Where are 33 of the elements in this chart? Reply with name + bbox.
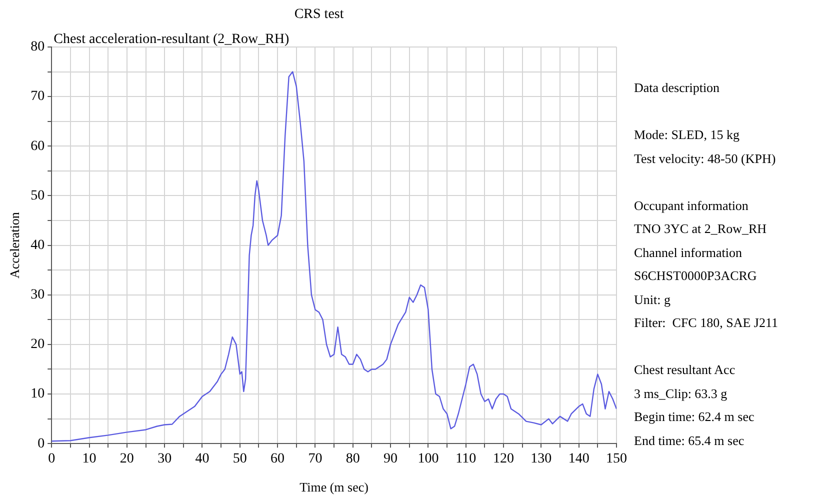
x-tick-label: 70 [308, 452, 322, 467]
x-tick-label: 100 [418, 452, 439, 467]
y-axis-title: Acceleration [7, 212, 22, 279]
x-tick-label: 60 [270, 452, 285, 467]
chart-subtitle: Chest acceleration-resultant (2_Row_RH) [54, 32, 290, 47]
x-axis-title: Time (m sec) [300, 480, 368, 495]
y-tick-label: 0 [38, 436, 45, 452]
y-tick-label: 80 [30, 40, 45, 55]
y-tick-label: 20 [30, 337, 45, 352]
x-tick-label: 120 [493, 452, 514, 467]
text: Occupant information TNO 3YC at 2_Row_RH Channel information S6CHST0000P3ACRG Unit: g Filter: CFC 180, SAE J211 [634, 196, 779, 332]
y-tick-label: 60 [30, 138, 45, 154]
text: Chest resultant Acc 3 ms_Clip: 63.3 g Begin time: 62.4 m sec End time: 65.4 m sec [634, 361, 756, 450]
y-tick-label: 40 [30, 238, 45, 253]
x-tick-label: 40 [195, 452, 210, 467]
x-tick-label: 20 [120, 452, 134, 467]
x-tick-label: 50 [232, 452, 247, 467]
x-tick-label: 0 [48, 452, 56, 467]
x-tick-label: 80 [346, 452, 360, 467]
y-tick-label: 50 [30, 188, 45, 204]
y-tick-label: 70 [30, 89, 45, 104]
x-tick-label: 110 [456, 452, 476, 467]
text: Data description [634, 79, 721, 97]
x-tick-label: 150 [606, 452, 627, 467]
y-tick-label: 10 [30, 386, 45, 402]
text: Mode: SLED, 15 kg Test velocity: 48-50 (KPH) [634, 126, 777, 168]
x-tick-label: 140 [568, 452, 590, 467]
chart-title: CRS test [294, 7, 344, 22]
x-tick-label: 10 [82, 452, 96, 467]
y-tick-label: 30 [30, 288, 45, 303]
x-tick-label: 130 [530, 452, 552, 467]
x-tick-label: 90 [384, 452, 398, 467]
x-tick-label: 30 [158, 452, 172, 467]
